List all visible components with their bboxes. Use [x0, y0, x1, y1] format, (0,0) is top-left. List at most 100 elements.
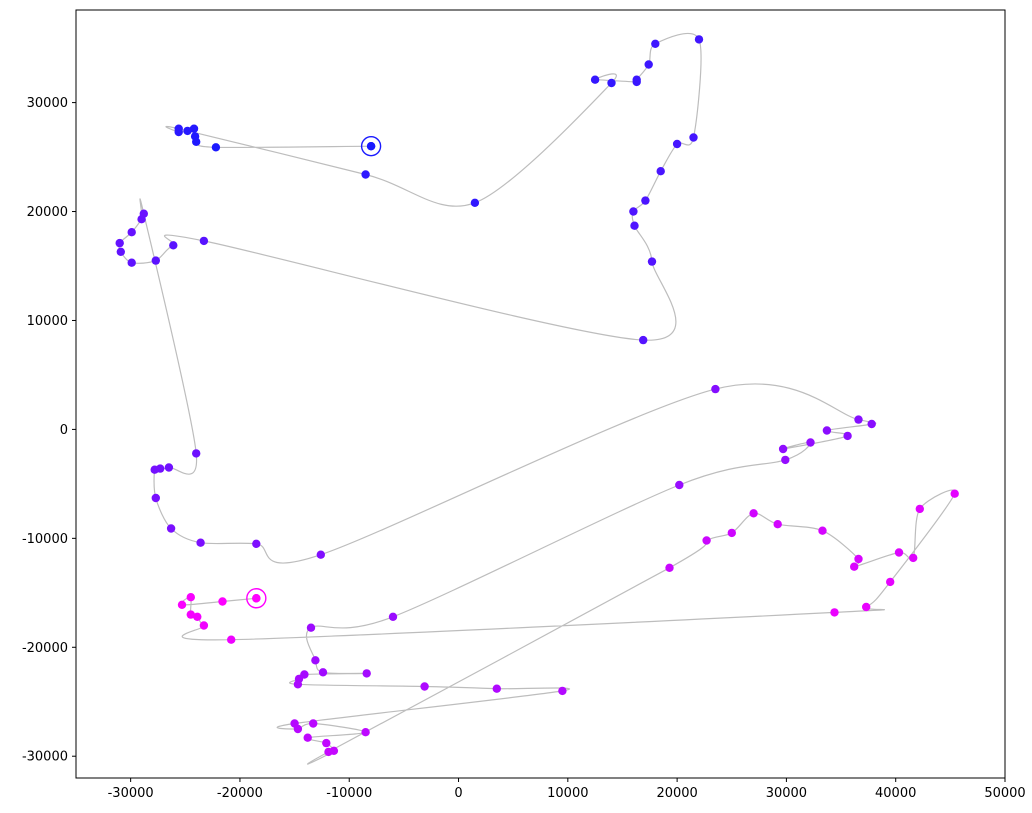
data-point	[193, 612, 202, 621]
plot-frame	[75, 9, 1006, 779]
data-point	[139, 209, 148, 218]
data-point	[420, 682, 429, 691]
data-point	[174, 124, 183, 133]
data-point	[316, 550, 325, 559]
y-tick-label: -10000	[22, 532, 68, 547]
data-point	[822, 426, 832, 435]
data-point	[749, 509, 758, 518]
data-point	[862, 602, 871, 612]
data-point	[590, 75, 600, 84]
data-point	[632, 75, 641, 84]
data-point	[806, 438, 815, 447]
data-point	[629, 207, 638, 216]
end-marker-dot	[252, 594, 261, 603]
y-tick-label: 0	[60, 423, 68, 438]
data-point	[150, 465, 159, 474]
data-point	[630, 221, 639, 230]
data-point	[727, 528, 736, 538]
data-point	[656, 167, 665, 176]
data-point	[711, 384, 720, 394]
data-point	[227, 635, 236, 644]
data-point	[854, 415, 863, 424]
data-point	[318, 668, 328, 677]
y-tick-label: 30000	[27, 96, 68, 111]
data-point	[192, 449, 201, 458]
data-point	[293, 724, 303, 734]
data-point	[388, 612, 398, 621]
data-point	[324, 747, 333, 757]
trajectory-line	[118, 33, 956, 765]
trajectory-lines	[118, 33, 956, 765]
data-point	[362, 669, 371, 678]
x-tick-label: 30000	[766, 786, 807, 801]
data-point	[665, 563, 674, 572]
data-point	[909, 553, 918, 563]
data-point	[773, 520, 782, 529]
x-tick-label: 50000	[984, 786, 1025, 801]
data-point	[116, 247, 126, 256]
x-tick-label: 0	[454, 786, 462, 801]
y-tick-label: 10000	[27, 314, 68, 329]
data-point	[647, 257, 657, 266]
data-point	[818, 526, 827, 535]
data-point	[702, 536, 711, 545]
data-point	[218, 597, 227, 606]
data-point	[115, 238, 124, 248]
start-marker	[360, 135, 382, 157]
data-point	[151, 493, 160, 503]
x-tick-label: -30000	[108, 786, 154, 801]
data-point	[127, 228, 136, 237]
data-point	[894, 548, 904, 557]
x-tick-label: -20000	[217, 786, 263, 801]
data-point	[651, 39, 660, 48]
data-point	[189, 124, 199, 133]
data-point	[186, 610, 195, 619]
data-point	[694, 35, 704, 44]
data-point	[915, 504, 924, 514]
data-point	[199, 236, 209, 246]
data-point	[177, 600, 187, 609]
data-point	[361, 170, 370, 179]
x-tick-label: 10000	[547, 786, 588, 801]
data-point	[151, 256, 160, 265]
data-point	[558, 686, 567, 696]
y-tick-label: 20000	[27, 205, 68, 220]
data-point	[303, 733, 312, 742]
data-point	[293, 680, 303, 689]
data-point	[867, 419, 876, 429]
data-point	[639, 335, 648, 345]
data-point	[843, 431, 852, 441]
data-point	[127, 258, 136, 267]
data-point	[169, 241, 178, 250]
data-point	[607, 78, 616, 88]
data-point	[644, 60, 653, 69]
x-tick-label: 40000	[875, 786, 916, 801]
data-point	[854, 554, 863, 564]
data-point	[186, 593, 195, 602]
data-point	[164, 463, 174, 472]
data-point	[190, 132, 200, 141]
data-point	[183, 126, 192, 136]
data-point	[950, 489, 959, 498]
data-point	[492, 684, 501, 693]
data-point	[689, 133, 698, 142]
start-marker-dot	[366, 141, 376, 151]
data-point	[675, 480, 684, 490]
y-axis: -30000 -20000 -10000 0 10000 20000 30000	[22, 96, 76, 765]
y-tick-label: -30000	[22, 750, 68, 765]
data-point	[850, 562, 859, 571]
data-point	[830, 608, 839, 617]
x-tick-label: 20000	[656, 786, 697, 801]
data-point	[672, 139, 682, 149]
data-point	[886, 577, 895, 587]
x-axis: -30000 -20000 -10000 0 10000 20000 30000 40000 5…	[108, 778, 1026, 801]
data-point	[196, 538, 205, 547]
data-point	[322, 738, 331, 748]
data-point	[199, 621, 209, 630]
data-point	[309, 719, 318, 728]
data-point	[311, 656, 320, 665]
data-point	[470, 198, 480, 207]
end-marker	[246, 588, 267, 609]
data-point	[778, 444, 788, 454]
